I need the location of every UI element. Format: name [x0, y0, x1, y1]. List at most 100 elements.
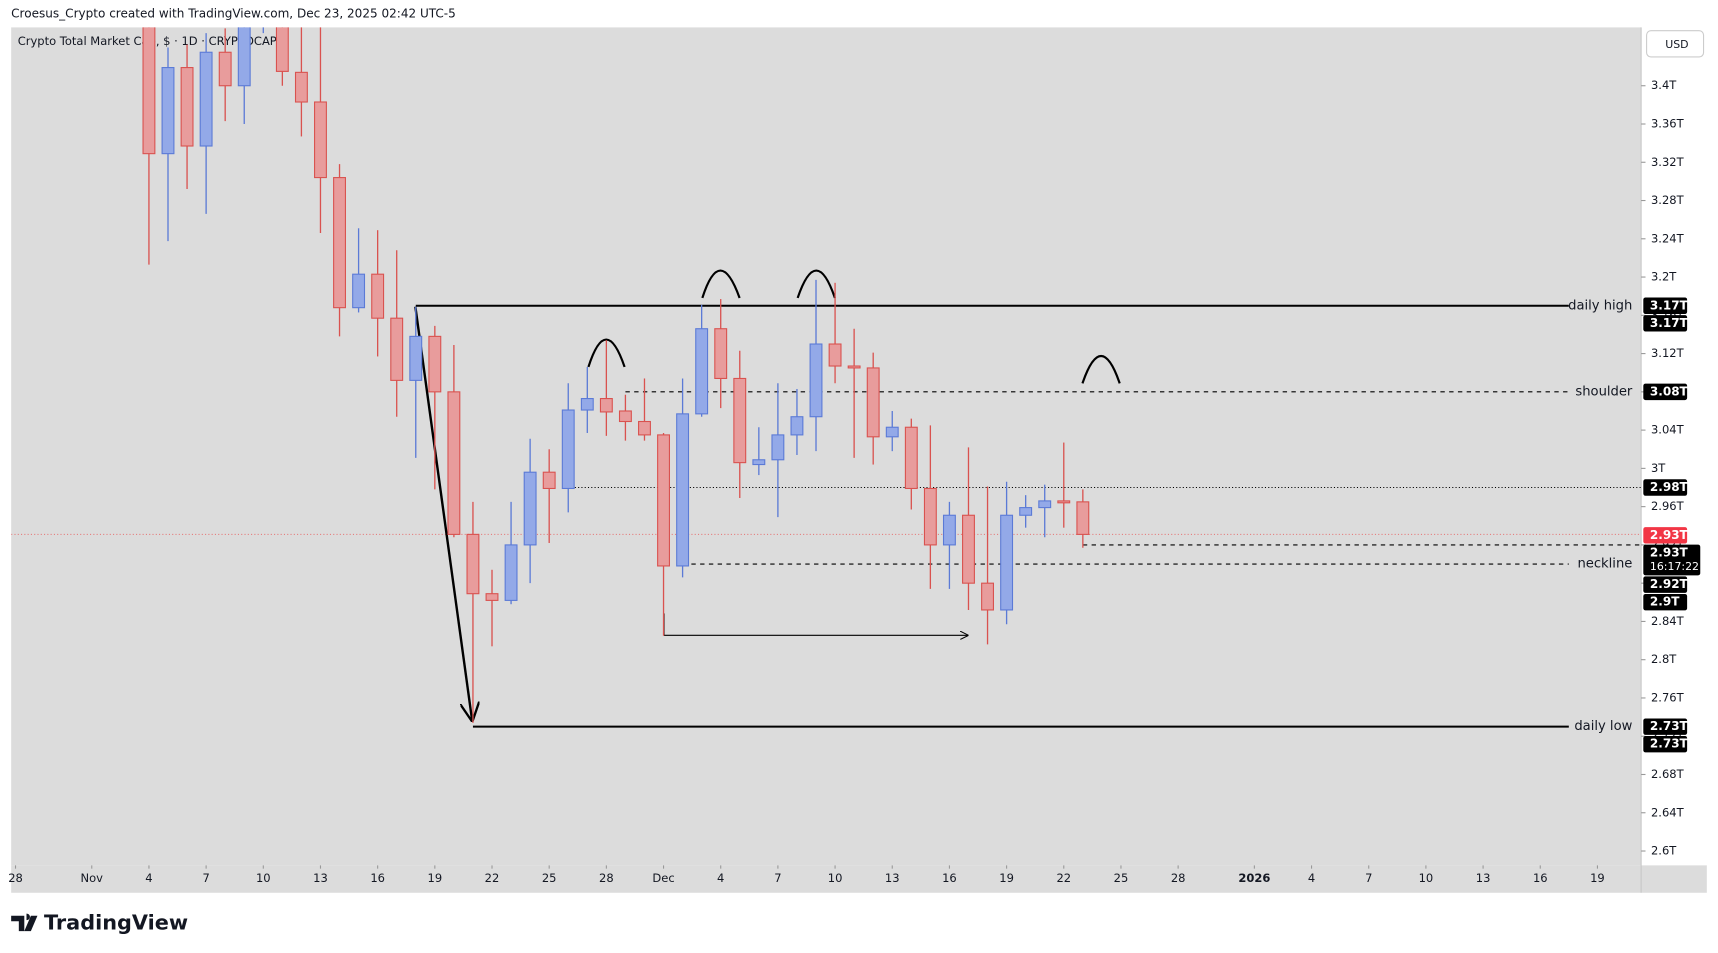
price-badge-label: 2.92T — [1650, 577, 1689, 591]
price-badge-label: 2.98T — [1650, 480, 1689, 494]
candle-body — [923, 487, 937, 546]
drawings — [414, 269, 1121, 722]
price-badge — [1643, 383, 1688, 401]
candle-body — [409, 335, 423, 381]
candle-body — [390, 317, 404, 381]
countdown: 16:17:22 — [1650, 560, 1699, 573]
y-tick-label: 3.28T — [1651, 193, 1685, 207]
candle-body — [657, 434, 670, 567]
x-tick-label: 22 — [485, 871, 500, 885]
candle-body — [561, 409, 575, 490]
x-tick-label: 7 — [202, 871, 209, 885]
price-line-label: daily low — [1574, 719, 1632, 734]
y-tick-label: 3.12T — [1651, 346, 1685, 360]
head-arc — [796, 269, 836, 299]
y-tick-label: 2.96T — [1651, 499, 1685, 513]
price-badge — [1643, 544, 1701, 576]
x-tick-label: Dec — [652, 871, 674, 885]
candle-body — [542, 471, 556, 490]
x-tick-label: 13 — [1476, 871, 1491, 885]
y-tick-label: 2.64T — [1651, 805, 1685, 819]
y-tick-label: 3T — [1651, 461, 1666, 475]
candle-body — [466, 533, 480, 595]
candle-body — [314, 101, 327, 179]
candle-body — [962, 514, 975, 584]
candle-body — [752, 459, 766, 466]
price-lines — [11, 304, 1642, 728]
x-tick-label: 10 — [1419, 871, 1434, 885]
candle-body — [676, 413, 690, 567]
candle-body — [981, 582, 995, 611]
price-line-label: daily high — [1568, 298, 1632, 313]
y-tick-label: 3.4T — [1651, 78, 1677, 92]
y-tick-label: 3.2T — [1651, 270, 1677, 284]
candle-body — [618, 410, 632, 423]
price-badge-label: 2.93T — [1650, 545, 1689, 559]
shoulder-arc — [1081, 354, 1121, 384]
candle-body — [1019, 507, 1033, 516]
trend-arrow — [414, 306, 472, 722]
price-badge — [1643, 735, 1688, 753]
y-tick-label: 2.76T — [1651, 690, 1685, 704]
brand-logo — [11, 913, 38, 932]
brand-name: TradingView — [44, 910, 188, 934]
candle-body — [371, 273, 385, 319]
credit: Croesus_Crypto created with TradingView.… — [11, 7, 456, 21]
x-tick-label: 19 — [428, 871, 443, 885]
x-tick-label: 16 — [1533, 871, 1548, 885]
candle-body — [218, 51, 232, 87]
y-tick-label: 3.04T — [1651, 423, 1685, 437]
y-tick-label: 3.32T — [1651, 155, 1685, 169]
candle-body — [1076, 501, 1090, 535]
y-tick-label: 3.24T — [1651, 231, 1685, 245]
plot-area — [11, 27, 1642, 866]
price-badge-label: 3.17T — [1650, 298, 1689, 312]
currency-button[interactable] — [1646, 30, 1705, 58]
price-badge — [1643, 297, 1688, 314]
candles — [142, 27, 1090, 723]
candle-body — [733, 377, 747, 464]
x-tick-label: 16 — [942, 871, 957, 885]
x-tick-label: 28 — [8, 871, 23, 885]
candle-body — [237, 27, 251, 87]
x-tick-label: 13 — [885, 871, 900, 885]
price-badge — [1643, 315, 1688, 332]
shoulder-arc — [587, 338, 626, 368]
x-tick-label: 25 — [542, 871, 557, 885]
price-line-label: shoulder — [1575, 384, 1633, 399]
candle-body — [142, 27, 156, 155]
x-tick-label: 28 — [599, 871, 614, 885]
candle-body — [790, 416, 804, 436]
candle-body — [695, 328, 709, 415]
y-tick-label: 2.84T — [1651, 614, 1685, 628]
y-tick-label: 3.36T — [1651, 117, 1685, 131]
candle-body — [352, 273, 366, 309]
candle-body — [866, 367, 880, 438]
candle-body — [942, 514, 956, 546]
currency[interactable]: USD — [1665, 38, 1688, 51]
candle-body — [1000, 514, 1014, 611]
candle-body — [428, 335, 442, 393]
x-tick-label: 4 — [717, 871, 724, 885]
x-tick-label: 13 — [313, 871, 328, 885]
candle-body — [599, 397, 613, 413]
x-tick-label: 19 — [1590, 871, 1605, 885]
candle-body — [714, 328, 728, 380]
x-tick-label: 22 — [1056, 871, 1071, 885]
candle-body — [1038, 500, 1052, 509]
x-tick-label: 4 — [145, 871, 152, 885]
candle-body — [161, 67, 175, 155]
candle-body — [523, 471, 537, 546]
head-arc — [701, 269, 741, 299]
candle-body — [294, 71, 308, 103]
x-tick-label: 7 — [774, 871, 781, 885]
candle-body — [771, 434, 785, 461]
logo-mark — [11, 913, 38, 932]
price-badge — [1643, 576, 1688, 593]
y-tick-label: 2.6T — [1651, 844, 1677, 858]
price-badge — [1643, 593, 1688, 611]
x-tick-label: 16 — [370, 871, 385, 885]
candle-body — [199, 51, 213, 147]
